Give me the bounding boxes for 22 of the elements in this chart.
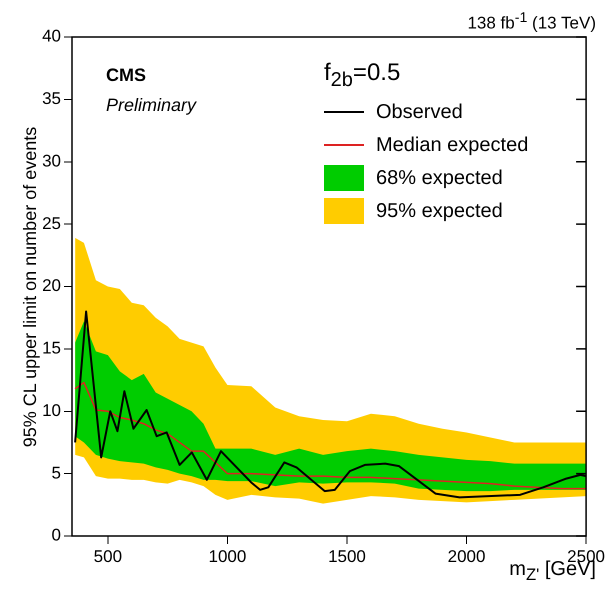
x-tick-label: 2000 xyxy=(448,546,486,566)
y-tick-label: 0 xyxy=(52,526,61,545)
y-tick-label: 25 xyxy=(42,214,61,233)
y-axis-title: 95% CL upper limit on number of events xyxy=(20,126,41,447)
x-tick-label: 1000 xyxy=(208,546,246,566)
legend-label: 95% expected xyxy=(376,200,503,223)
y-tick-label: 40 xyxy=(42,26,61,46)
y-tick-label: 30 xyxy=(42,151,61,170)
annotation: Preliminary xyxy=(106,95,196,116)
legend-title: f$_{2b}$=0.5 xyxy=(324,59,402,92)
legend-label: Median expected xyxy=(376,134,528,157)
x-tick-label: 1500 xyxy=(328,546,366,566)
y-tick-label: 5 xyxy=(52,463,61,482)
chart-title: 138 fb$^{-1}$ (13 TeV) xyxy=(467,10,596,34)
y-tick-label: 20 xyxy=(42,276,61,296)
legend-label: 68% expected xyxy=(376,166,503,190)
y-tick-label: 10 xyxy=(42,400,61,420)
y-tick-label: 15 xyxy=(42,338,61,358)
legend-label: Observed xyxy=(376,100,463,124)
annotation: CMS xyxy=(106,65,146,86)
y-tick-label: 35 xyxy=(42,89,61,108)
x-tick-label: 500 xyxy=(94,546,122,566)
